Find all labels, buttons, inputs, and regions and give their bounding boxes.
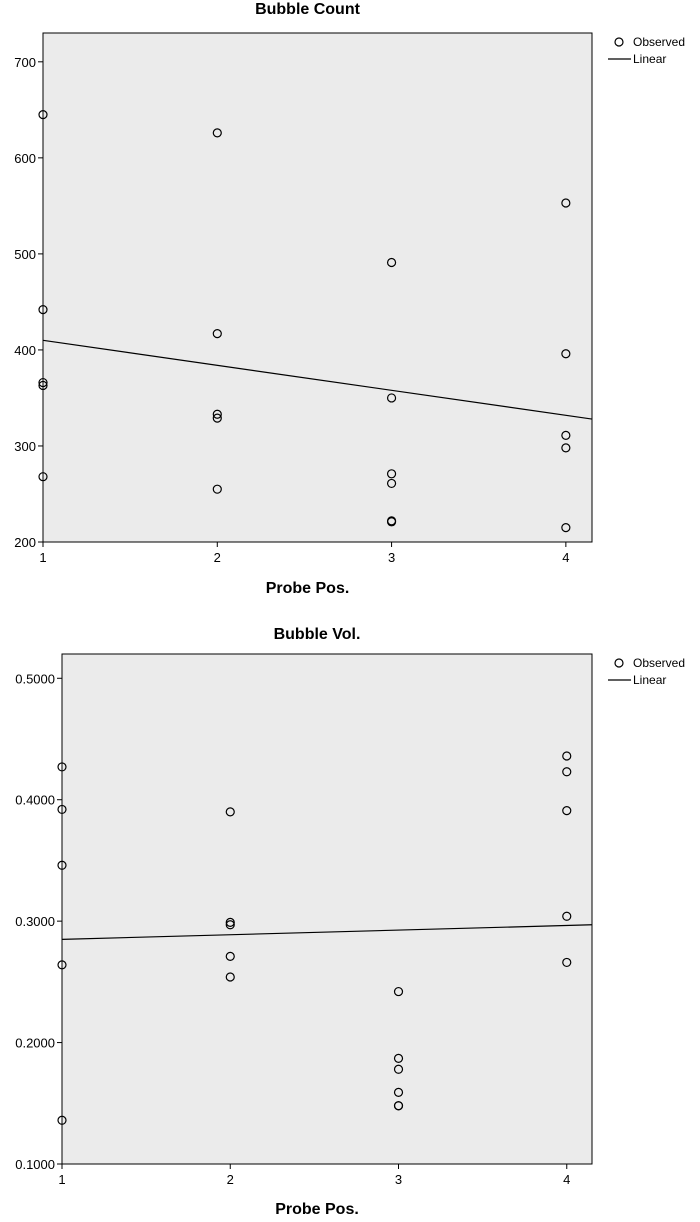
chart-1-y-tick-label: 400 (14, 343, 36, 358)
chart-2-observed-point (225, 972, 235, 982)
chart-1-y-tick-label: 200 (14, 535, 36, 550)
chart-2-observed-point (393, 1101, 404, 1111)
chart-1-observed-point (561, 430, 571, 440)
chart-2-title: Bubble Vol. (274, 626, 361, 643)
chart-2-observed-point (225, 920, 235, 930)
chart-2-observed-point (393, 1064, 404, 1074)
chart-2-x-axis-label: Probe Pos. (275, 1201, 359, 1217)
chart-1-observed-point (561, 349, 571, 359)
chart-2-observed-point (225, 917, 235, 927)
chart-2-observed-point (57, 1115, 67, 1125)
chart-1-observed-point (38, 472, 48, 482)
chart-2-legend: Observed Linear (608, 656, 685, 687)
chart-2: Bubble Vol. Probe Pos. 1 2 3 4 0.1000 0.2000 0.3… (15, 626, 685, 1218)
chart-2-observed-point (225, 951, 235, 961)
chart-1-linear-fit-line (42, 339, 592, 420)
chart-1-x-tick-label: 3 (388, 550, 395, 565)
chart-1-observed-point (212, 409, 222, 419)
chart-2-observed-point (393, 986, 404, 997)
chart-2-y-tick-label: 0.4000 (15, 793, 55, 808)
chart-1-observed-point (212, 328, 222, 339)
chart-1-observed-point (386, 257, 397, 268)
chart-1-x-tick-label: 1 (39, 550, 46, 565)
chart-2-x-tick-label: 2 (227, 1172, 234, 1187)
chart-2-observed-point (57, 860, 67, 870)
chart-2-legend-linear-label: Linear (633, 673, 666, 687)
chart-1-observed-point (561, 443, 571, 453)
chart-1-title: Bubble Count (255, 1, 361, 18)
chart-1-observed-point (386, 517, 397, 527)
chart-1-plot-area (42, 32, 593, 543)
chart-2-observed-point (57, 960, 67, 970)
chart-2-x-tick-label: 3 (395, 1172, 402, 1187)
chart-2-linear-fit-line (61, 924, 592, 940)
chart-2-x-tick-label: 4 (563, 1172, 570, 1187)
chart-2-observed-point (562, 806, 572, 816)
chart-1-observed-point (38, 304, 48, 315)
chart-1-observed-point (561, 198, 571, 208)
chart-1-x-axis-label: Probe Pos. (266, 580, 350, 597)
chart-1-observed-point (212, 128, 222, 138)
chart-1-observed-point (38, 380, 48, 391)
chart-2-y-tick-label: 0.3000 (15, 914, 55, 929)
chart-2-plot-area (61, 653, 593, 1165)
chart-1-observed-point (386, 478, 397, 489)
chart-1: Bubble Count Probe Pos. 1 2 3 4 200 300 400 500 60… (14, 1, 685, 597)
chart-1-legend-observed-marker (614, 37, 624, 47)
chart-1-observed-point (386, 469, 397, 479)
chart-1-observed-point (561, 522, 571, 533)
chart-2-observed-point (57, 762, 67, 772)
chart-2-observed-point (562, 767, 572, 777)
chart-1-x-tick-label: 4 (562, 550, 569, 565)
chart-2-observed-point (393, 1053, 404, 1063)
chart-2-observed-point (562, 957, 572, 968)
chart-2-x-tick-label: 1 (58, 1172, 65, 1187)
chart-1-y-tick-label: 700 (14, 55, 36, 70)
chart-2-observed-point (393, 1087, 404, 1097)
chart-2-legend-observed-label: Observed (633, 656, 685, 670)
chart-1-y-tick-label: 600 (14, 151, 36, 166)
chart-1-observed-point (38, 377, 48, 388)
chart-2-y-tick-label: 0.2000 (15, 1036, 55, 1051)
chart-2-y-tick-label: 0.1000 (15, 1157, 55, 1172)
chart-2-legend-observed-marker (614, 658, 624, 668)
chart-2-observed-point (562, 911, 572, 921)
chart-2-observed-point (562, 751, 572, 761)
chart-1-legend-linear-label: Linear (633, 52, 666, 66)
chart-1-marks (38, 110, 592, 533)
chart-1-y-tick-label: 300 (14, 439, 36, 454)
chart-1-observed-point (212, 484, 222, 494)
chart-1-observed-point (38, 110, 48, 120)
chart-1-x-tick-label: 2 (214, 550, 221, 565)
chart-1-observed-point (386, 393, 397, 403)
chart-2-observed-point (57, 804, 67, 815)
chart-1-legend-observed-label: Observed (633, 35, 685, 49)
chart-1-y-tick-label: 500 (14, 247, 36, 262)
chart-1-observed-point (212, 413, 222, 423)
chart-2-y-tick-label: 0.5000 (15, 671, 55, 686)
chart-1-legend: Observed Linear (608, 35, 685, 66)
chart-2-marks (57, 751, 592, 1125)
chart-2-observed-point (225, 807, 235, 817)
